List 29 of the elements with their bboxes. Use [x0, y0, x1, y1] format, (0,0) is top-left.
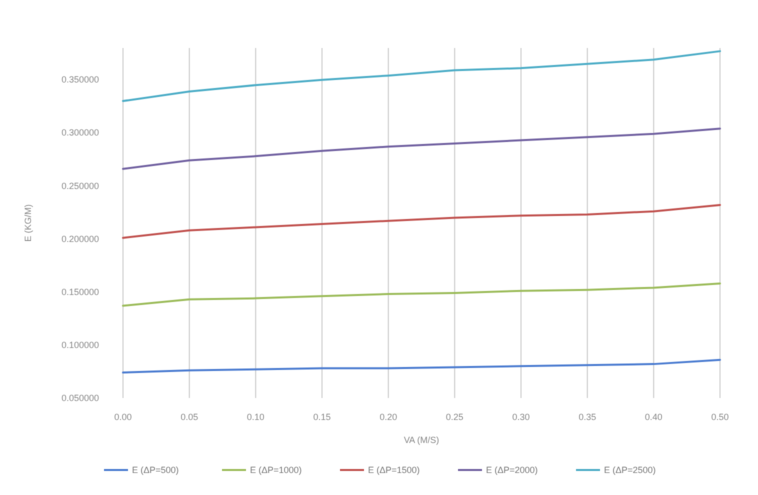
- y-tick-label: 0.350000: [61, 74, 99, 85]
- line-series: [122, 50, 721, 102]
- legend-label: E (ΔP=2500): [604, 464, 656, 475]
- x-tick-label: 0.50: [711, 412, 729, 422]
- y-tick-label: 0.200000: [61, 234, 99, 244]
- y-tick-label: 0.050000: [61, 392, 99, 403]
- x-tick-label: 0.05: [180, 412, 198, 422]
- line-series: [122, 204, 721, 239]
- y-tick-label: 0.150000: [61, 286, 99, 297]
- x-tick-label: 0.30: [512, 412, 530, 422]
- x-tick-label: 0.40: [644, 412, 662, 422]
- x-tick-label: 0.20: [380, 412, 398, 422]
- line-series: [122, 282, 721, 307]
- legend-label: E (ΔP=2000): [486, 464, 538, 475]
- legend-label: E (ΔP=1000): [250, 464, 302, 475]
- line-series: [122, 358, 721, 374]
- x-tick-label: 0.35: [578, 412, 596, 422]
- y-tick-label: 0.100000: [61, 340, 99, 350]
- y-tick-label: 0.300000: [61, 128, 99, 138]
- x-tick-label: 0.15: [313, 412, 331, 422]
- x-tick-label: 0.10: [246, 412, 264, 422]
- y-axis-title: E (KG/M): [23, 204, 33, 242]
- line-series: [122, 128, 721, 170]
- x-axis-title: VA (M/S): [404, 435, 440, 445]
- legend-label: E (ΔP=500): [132, 464, 179, 475]
- x-tick-label: 0.25: [446, 412, 464, 422]
- legend-label: E (ΔP=1500): [368, 464, 420, 475]
- x-tick-label: 0.00: [114, 412, 132, 422]
- y-tick-label: 0.250000: [61, 180, 99, 191]
